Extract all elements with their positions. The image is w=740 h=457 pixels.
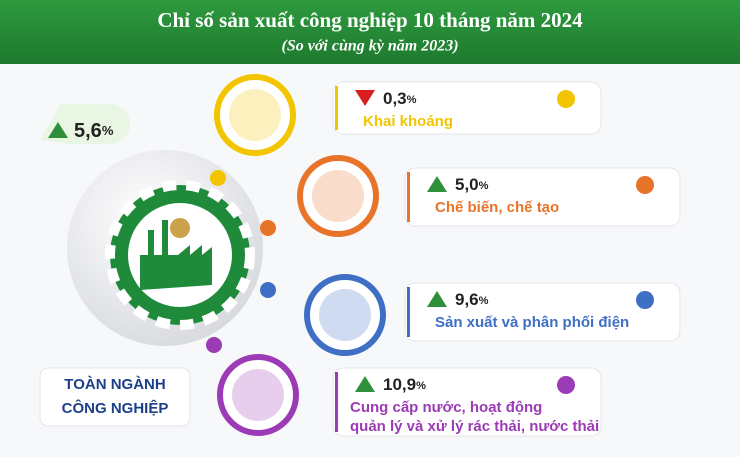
icon-fill [229,89,281,141]
connector-dot [210,170,226,186]
trend-arrow [355,90,375,106]
connector-dot [260,220,276,236]
item-label: Chế biến, chế tạo [435,199,559,216]
header-band [0,0,740,64]
connector-dot [206,337,222,353]
card [332,367,602,437]
card-accent [407,287,410,337]
factory-icon [140,220,212,290]
total-label: CÔNG NGHIỆP [62,399,169,417]
item-change: 0,3% [383,89,417,108]
percent-sign: % [407,94,417,106]
item-label: Sản xuất và phân phối điện [435,314,629,331]
change-value: 5,6 [74,120,102,142]
percent-sign: % [479,180,489,192]
total-label: TOÀN NGÀNH [64,376,165,393]
item-label: Cung cấp nước, hoạt động [350,399,542,416]
total-box [39,367,191,427]
trend-arrow [427,291,447,307]
item-change: 9,6% [455,290,489,309]
item-change: 10,9% [383,375,426,394]
connector-dot [260,282,276,298]
change-value: 0,3 [383,89,407,108]
icon-circle [217,354,299,436]
item-change: 5,0% [455,175,489,194]
percent-sign: % [416,380,426,392]
card-accent [335,372,338,432]
emblem [170,218,190,238]
subtitle: (So với cùng kỳ năm 2023) [281,38,458,55]
title: Chỉ số sản xuất công nghiệp 10 tháng năm… [157,8,583,32]
card-accent [407,172,410,222]
item-label: Khai khoáng [363,113,453,130]
trend-arrow [355,376,375,392]
total-change: 5,6% [74,120,114,142]
card-accent [335,86,338,130]
gear-teeth [105,180,255,330]
card [332,81,602,135]
card-dot [636,176,654,194]
item-label: quản lý và xử lý rác thải, nước thải [350,418,599,435]
icon-fill [232,369,284,421]
card [404,167,681,227]
card-dot [557,376,575,394]
total-arrow [48,122,68,138]
change-value: 9,6 [455,290,479,309]
icon-circle [214,74,296,156]
card-dot [636,291,654,309]
percent-sign: % [479,295,489,307]
icon-fill [319,289,371,341]
icon-circle [297,155,379,237]
change-value: 10,9 [383,375,416,394]
percent-sign: % [102,123,114,138]
icon-fill [312,170,364,222]
trend-arrow [427,176,447,192]
icon-circle [304,274,386,356]
change-value: 5,0 [455,175,479,194]
card-dot [557,90,575,108]
card [404,282,681,342]
